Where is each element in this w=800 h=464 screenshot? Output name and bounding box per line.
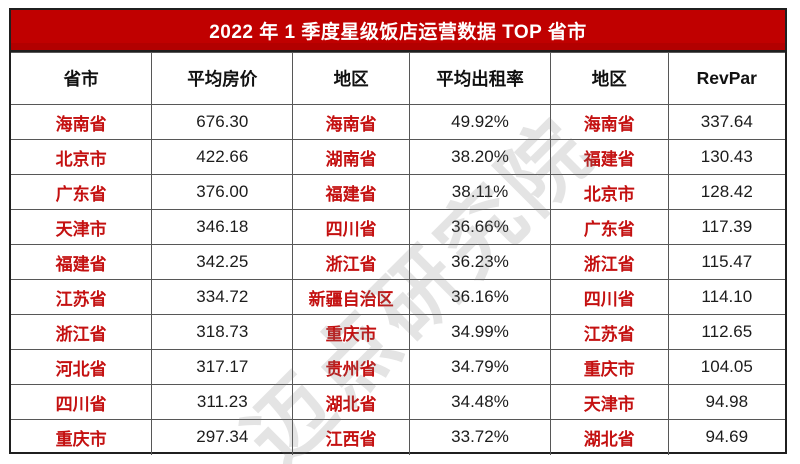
report-table-frame: 2022 年 1 季度星级饭店运营数据 TOP 省市 省市 平均房价 地区 平均… xyxy=(9,8,787,455)
value-cell: 117.39 xyxy=(667,209,785,245)
value-cell: 38.11% xyxy=(409,174,551,210)
region-cell: 浙江省 xyxy=(549,244,669,280)
region-cell: 新疆自治区 xyxy=(292,279,411,315)
value-cell: 311.23 xyxy=(151,384,294,420)
header-row: 省市 平均房价 地区 平均出租率 地区 RevPar xyxy=(11,52,785,105)
region-cell: 福建省 xyxy=(11,244,153,280)
value-cell: 94.69 xyxy=(667,419,785,455)
region-cell: 海南省 xyxy=(292,104,411,140)
value-cell: 317.17 xyxy=(151,349,294,385)
region-cell: 贵州省 xyxy=(292,349,411,385)
region-cell: 海南省 xyxy=(549,104,669,140)
region-cell: 天津市 xyxy=(11,209,153,245)
value-cell: 337.64 xyxy=(667,104,785,140)
value-cell: 115.47 xyxy=(667,244,785,280)
region-cell: 四川省 xyxy=(549,279,669,315)
region-cell: 福建省 xyxy=(292,174,411,210)
column-header-region-2: 地区 xyxy=(549,52,669,105)
value-cell: 38.20% xyxy=(409,139,551,175)
region-cell: 江苏省 xyxy=(549,314,669,350)
region-cell: 四川省 xyxy=(292,209,411,245)
region-cell: 江西省 xyxy=(292,419,411,455)
table-row: 重庆市 297.34 江西省 33.72% 湖北省 94.69 xyxy=(11,419,785,455)
region-cell: 广东省 xyxy=(11,174,153,210)
region-cell: 浙江省 xyxy=(11,314,153,350)
hotel-data-table: 省市 平均房价 地区 平均出租率 地区 RevPar 海南省 676.30 海南省 4… xyxy=(11,52,785,455)
region-cell: 重庆市 xyxy=(11,419,153,455)
column-header-region-1: 地区 xyxy=(292,52,411,105)
table-body: 海南省 676.30 海南省 49.92% 海南省 337.64 北京市 422.66 湖南省 3… xyxy=(11,104,785,455)
region-cell: 广东省 xyxy=(549,209,669,245)
value-cell: 112.65 xyxy=(667,314,785,350)
table-row: 浙江省 318.73 重庆市 34.99% 江苏省 112.65 xyxy=(11,314,785,350)
region-cell: 北京市 xyxy=(549,174,669,210)
value-cell: 346.18 xyxy=(151,209,294,245)
value-cell: 130.43 xyxy=(667,139,785,175)
value-cell: 34.48% xyxy=(409,384,551,420)
value-cell: 34.99% xyxy=(409,314,551,350)
region-cell: 海南省 xyxy=(11,104,153,140)
value-cell: 36.23% xyxy=(409,244,551,280)
region-cell: 重庆市 xyxy=(549,349,669,385)
column-header-province: 省市 xyxy=(11,52,153,105)
column-header-revpar: RevPar xyxy=(667,52,785,105)
table-row: 海南省 676.30 海南省 49.92% 海南省 337.64 xyxy=(11,104,785,140)
value-cell: 94.98 xyxy=(667,384,785,420)
region-cell: 重庆市 xyxy=(292,314,411,350)
value-cell: 33.72% xyxy=(409,419,551,455)
region-cell: 浙江省 xyxy=(292,244,411,280)
table-title: 2022 年 1 季度星级饭店运营数据 TOP 省市 xyxy=(209,21,587,43)
region-cell: 湖北省 xyxy=(549,419,669,455)
value-cell: 36.66% xyxy=(409,209,551,245)
value-cell: 128.42 xyxy=(667,174,785,210)
column-header-avg-occupancy: 平均出租率 xyxy=(409,52,551,105)
value-cell: 422.66 xyxy=(151,139,294,175)
value-cell: 49.92% xyxy=(409,104,551,140)
region-cell: 湖北省 xyxy=(292,384,411,420)
region-cell: 湖南省 xyxy=(292,139,411,175)
value-cell: 114.10 xyxy=(667,279,785,315)
value-cell: 104.05 xyxy=(667,349,785,385)
value-cell: 342.25 xyxy=(151,244,294,280)
value-cell: 36.16% xyxy=(409,279,551,315)
region-cell: 河北省 xyxy=(11,349,153,385)
table-row: 江苏省 334.72 新疆自治区 36.16% 四川省 114.10 xyxy=(11,279,785,315)
region-cell: 福建省 xyxy=(549,139,669,175)
value-cell: 34.79% xyxy=(409,349,551,385)
value-cell: 334.72 xyxy=(151,279,294,315)
region-cell: 四川省 xyxy=(11,384,153,420)
value-cell: 297.34 xyxy=(151,419,294,455)
table-row: 广东省 376.00 福建省 38.11% 北京市 128.42 xyxy=(11,174,785,210)
column-header-avg-room-price: 平均房价 xyxy=(151,52,294,105)
region-cell: 北京市 xyxy=(11,139,153,175)
table-title-bar: 2022 年 1 季度星级饭店运营数据 TOP 省市 xyxy=(11,10,785,52)
value-cell: 376.00 xyxy=(151,174,294,210)
region-cell: 江苏省 xyxy=(11,279,153,315)
value-cell: 318.73 xyxy=(151,314,294,350)
table-row: 福建省 342.25 浙江省 36.23% 浙江省 115.47 xyxy=(11,244,785,280)
value-cell: 676.30 xyxy=(151,104,294,140)
table-row: 河北省 317.17 贵州省 34.79% 重庆市 104.05 xyxy=(11,349,785,385)
table-row: 天津市 346.18 四川省 36.66% 广东省 117.39 xyxy=(11,209,785,245)
table-row: 北京市 422.66 湖南省 38.20% 福建省 130.43 xyxy=(11,139,785,175)
region-cell: 天津市 xyxy=(549,384,669,420)
table-row: 四川省 311.23 湖北省 34.48% 天津市 94.98 xyxy=(11,384,785,420)
